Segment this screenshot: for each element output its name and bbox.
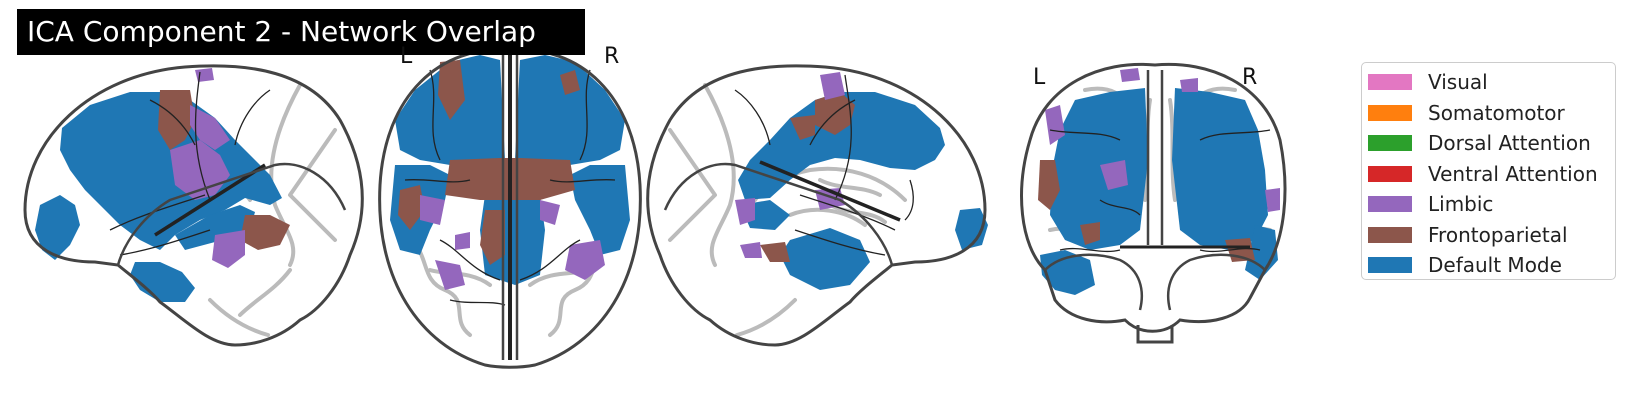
legend-label: Dorsal Attention (1428, 131, 1591, 156)
limbic-region (820, 72, 845, 100)
legend-swatch (1368, 226, 1412, 243)
figure-title: ICA Component 2 - Network Overlap (17, 9, 585, 55)
default-mode-region (515, 55, 625, 170)
limbic-region (1265, 188, 1280, 212)
limbic-region (435, 260, 465, 290)
sagittal-right-view (646, 64, 988, 347)
legend-label: Visual (1428, 70, 1488, 95)
legend-item-visual: Visual (1368, 67, 1615, 98)
legend-swatch (1368, 74, 1412, 91)
frontoparietal-region (438, 60, 465, 120)
legend-swatch (1368, 104, 1412, 121)
frontoparietal-region (480, 210, 505, 265)
default-mode-region (1050, 88, 1148, 250)
default-mode-region (35, 195, 80, 260)
limbic-region (1180, 78, 1198, 92)
legend-swatch (1368, 196, 1412, 213)
limbic-region (565, 240, 605, 280)
legend-item-dorsal-attention: Dorsal Attention (1368, 128, 1615, 159)
cerebellum-outline (1044, 253, 1266, 311)
default-mode-region (570, 165, 630, 255)
default-mode-region (1245, 225, 1278, 280)
legend-item-limbic: Limbic (1368, 189, 1615, 220)
legend-swatch (1368, 135, 1412, 152)
frontoparietal-region (158, 90, 195, 150)
default-mode-region (1040, 250, 1095, 295)
coronal-right-label: R (1242, 65, 1258, 90)
sylvian-line (154, 163, 266, 237)
limbic-region (1100, 160, 1128, 190)
legend-swatch (1368, 257, 1412, 274)
coronal-outline (1020, 62, 1287, 333)
axial-outline (378, 48, 642, 369)
axial-view (378, 48, 642, 369)
legend-item-somatomotor: Somatomotor (1368, 98, 1615, 129)
sylvian-line (759, 160, 901, 222)
limbic-region (455, 232, 470, 250)
legend-label: Somatomotor (1428, 100, 1565, 125)
coronal-left-label: L (1033, 65, 1046, 90)
frontoparietal-region (398, 185, 425, 230)
default-mode-region (130, 262, 195, 302)
sagittal-left-outline (23, 64, 364, 347)
temporal-outline (663, 162, 894, 266)
frontoparietal-region (760, 242, 790, 262)
sagittal-left-view (23, 64, 364, 347)
axial-left-label: L (400, 44, 413, 69)
limbic-region (1045, 105, 1065, 145)
limbic-region (735, 198, 755, 225)
temporal-outline (116, 162, 347, 266)
frontoparietal-region (1080, 222, 1100, 245)
legend-item-default-mode: Default Mode (1368, 250, 1615, 281)
frontoparietal-region (560, 70, 580, 95)
network-legend: Visual Somatomotor Dorsal Attention Vent… (1361, 62, 1616, 280)
coronal-view (1020, 62, 1287, 344)
legend-label: Default Mode (1428, 253, 1562, 278)
default-mode-region (60, 92, 282, 250)
default-mode-region (955, 208, 988, 250)
legend-label: Frontoparietal (1428, 222, 1568, 247)
default-mode-region (780, 228, 870, 290)
sagittal-right-lines (734, 74, 914, 256)
legend-item-ventral-attention: Ventral Attention (1368, 159, 1615, 190)
frontoparietal-region (240, 215, 290, 250)
sagittal-left-lines (109, 71, 271, 256)
coronal-networks (1038, 68, 1280, 295)
limbic-region (420, 195, 445, 225)
limbic-region (540, 200, 560, 225)
brainstem-outline (1136, 325, 1174, 344)
axial-right-label: R (604, 44, 620, 69)
sagittal-left-networks (35, 68, 290, 302)
limbic-region (190, 105, 230, 150)
limbic-region (1120, 68, 1140, 82)
limbic-region (740, 242, 762, 258)
frontoparietal-region (790, 115, 815, 140)
legend-item-frontoparietal: Frontoparietal (1368, 220, 1615, 251)
axial-networks (390, 55, 630, 290)
axial-lines (404, 69, 616, 306)
legend-swatch (1368, 165, 1412, 182)
limbic-region (195, 68, 214, 82)
frontoparietal-region (1038, 160, 1060, 210)
coronal-hemisphere-divide (1146, 70, 1164, 245)
legend-label: Ventral Attention (1428, 161, 1598, 186)
coronal-lines (1049, 129, 1271, 253)
legend-label: Limbic (1428, 192, 1494, 217)
default-mode-region (1172, 88, 1268, 250)
sagittal-right-outline (646, 64, 987, 347)
default-mode-region (175, 205, 255, 250)
limbic-region (212, 230, 245, 268)
axial-hemisphere-divide (501, 55, 519, 360)
